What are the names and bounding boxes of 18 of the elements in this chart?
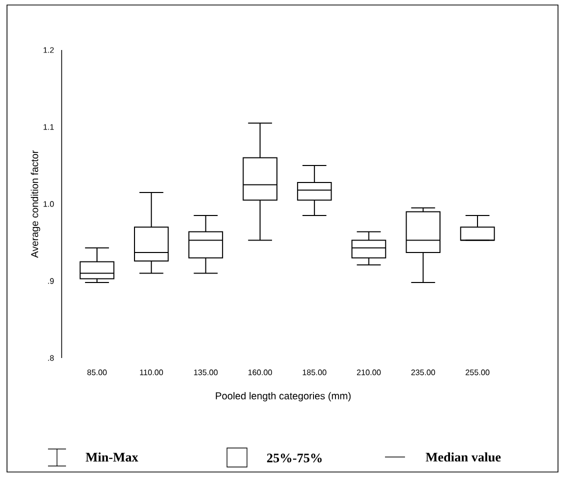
x-tick-label: 85.00	[87, 370, 107, 376]
x-tick-label: 235.00	[411, 370, 436, 376]
text: 25%-75%	[267, 454, 322, 462]
x-tick-label: 210.00	[356, 370, 381, 376]
text: Median value	[426, 452, 501, 462]
y-tick-label: .9	[48, 278, 54, 284]
y-tick-label: 1.2	[44, 47, 54, 53]
text: Min-Max	[86, 452, 138, 462]
x-tick-label: 110.00	[140, 370, 163, 376]
x-tick-label: 160.00	[248, 370, 272, 376]
x-tick-label: 255.00	[466, 370, 490, 376]
x-tick-label: 135.00	[194, 370, 218, 376]
y-axis-title: Average condition factor	[30, 150, 40, 258]
y-tick-label: .8	[48, 355, 54, 361]
x-tick-label: 185.00	[302, 370, 326, 376]
y-tick-label: 1.0	[44, 201, 54, 207]
y-tick-label: 1.1	[44, 124, 54, 130]
x-axis-title: Pooled length categories (mm)	[216, 392, 351, 402]
